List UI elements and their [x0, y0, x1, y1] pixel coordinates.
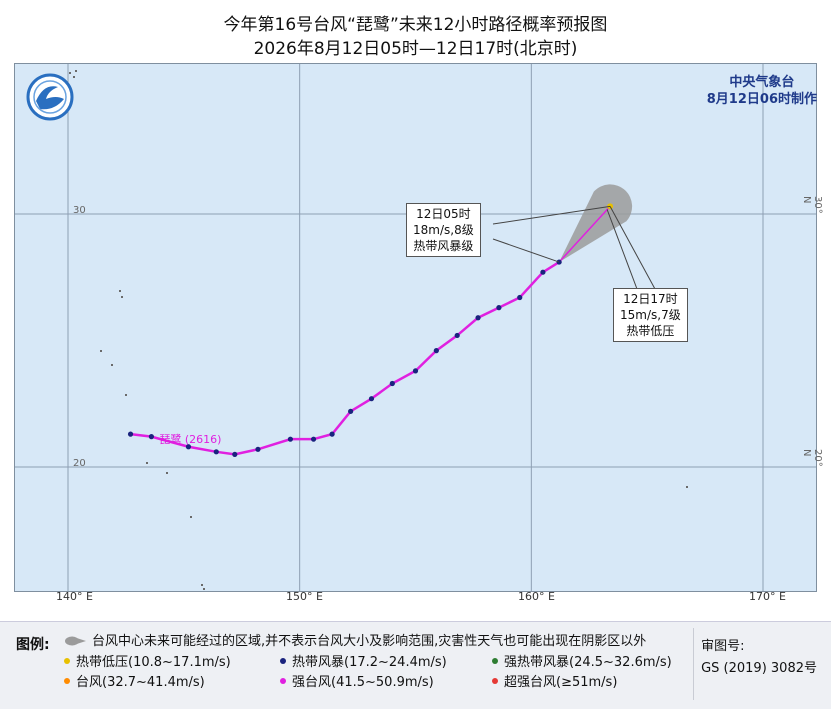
island-mark	[190, 516, 192, 518]
island-mark	[146, 462, 148, 464]
track-point	[433, 348, 439, 354]
review-label: 审图号:	[701, 639, 745, 654]
island-mark	[686, 486, 688, 488]
superty-dot-icon	[492, 678, 498, 684]
agency-name: 中央气象台	[729, 75, 795, 90]
lon-label-140: 140° E	[56, 590, 93, 603]
track-point	[255, 446, 261, 452]
lat-right-label-20: 20° N	[801, 449, 823, 467]
island-mark	[121, 296, 123, 298]
legend-cone-text: 台风中心未来可能经过的区域,并不表示台风大小及影响范围,灾害性天气也可能出现在阴…	[92, 634, 647, 649]
typhoon-name-label: 琵鹭 (2616)	[159, 432, 221, 446]
cma-logo-icon	[26, 73, 74, 125]
lon-label-160: 160° E	[518, 590, 555, 603]
track-point	[148, 434, 154, 440]
leader-forecast-b	[606, 209, 638, 290]
probability-cone-icon	[65, 636, 86, 646]
track-point	[348, 408, 354, 414]
lat-right-label-30: 30° N	[801, 196, 823, 214]
island-mark	[119, 290, 121, 292]
legend-item-td: 热带低压(10.8~17.1m/s)	[64, 651, 231, 670]
ty-dot-icon	[64, 678, 70, 684]
island-mark	[166, 472, 168, 474]
track-point	[475, 315, 481, 321]
issue-time: 8月12日06时制作	[706, 92, 817, 107]
callout-forecast: 12日17时 15m/s,7级 热带低压	[613, 288, 688, 342]
track-point	[389, 380, 395, 387]
map-canvas: 琵鹭 (2616)	[15, 64, 816, 591]
callout-forecast-level: 热带低压	[626, 324, 675, 338]
legend-label: 热带低压(10.8~17.1m/s)	[76, 655, 231, 670]
track-point	[454, 332, 460, 339]
track-point	[310, 436, 317, 442]
island-mark	[73, 76, 75, 78]
island-mark	[201, 584, 203, 586]
lat-label-20: 20	[73, 458, 86, 469]
island-mark	[111, 364, 113, 366]
callout-current: 12日05时 18m/s,8级 热带风暴级	[406, 203, 481, 257]
track-point	[517, 294, 523, 301]
legend-heading: 图例:	[16, 637, 50, 653]
leader-forecast-a	[609, 206, 656, 290]
legend-item-sts: 强热带风暴(24.5~32.6m/s)	[492, 651, 672, 670]
map-subtitle: 2026年8月12日05时—12日17时(北京时)	[253, 39, 578, 59]
td-dot-icon	[64, 658, 70, 664]
lat-label-30: 30	[73, 205, 86, 216]
island-mark	[75, 70, 77, 72]
legend-label: 台风(32.7~41.4m/s)	[76, 675, 205, 690]
lon-label-150: 150° E	[286, 590, 323, 603]
legend-item-sty: 强台风(41.5~50.9m/s)	[280, 671, 434, 690]
legend-label: 热带风暴(17.2~24.4m/s)	[292, 655, 447, 670]
legend-label: 强台风(41.5~50.9m/s)	[292, 675, 434, 690]
lon-label-170: 170° E	[749, 590, 786, 603]
typhoon-track	[130, 261, 560, 456]
leader-current-a	[492, 205, 611, 225]
track-point	[556, 259, 562, 265]
track-point	[185, 444, 192, 450]
track-point	[368, 396, 375, 402]
forecast-track	[558, 205, 611, 263]
track-point	[540, 269, 546, 275]
island-mark	[125, 394, 127, 396]
legend-label: 强热带风暴(24.5~32.6m/s)	[504, 655, 672, 670]
legend-cone: 台风中心未来可能经过的区域,并不表示台风大小及影响范围,灾害性天气也可能出现在阴…	[64, 630, 646, 649]
review-number-block: 审图号: GS (2019) 3082号	[701, 636, 817, 680]
ts-dot-icon	[280, 658, 286, 664]
island-mark	[69, 72, 71, 74]
island-mark	[100, 350, 102, 352]
sts-dot-icon	[492, 658, 498, 664]
callout-current-time: 12日05时	[416, 207, 471, 221]
island-mark	[203, 588, 205, 590]
review-number: GS (2019) 3082号	[701, 661, 817, 676]
legend-divider	[693, 628, 694, 700]
callout-current-level: 热带风暴级	[413, 239, 474, 253]
legend: 图例: 台风中心未来可能经过的区域,并不表示台风大小及影响范围,灾害性天气也可能…	[0, 621, 831, 709]
track-point	[329, 431, 335, 437]
track-point	[213, 449, 219, 455]
legend-item-superty: 超强台风(≥51m/s)	[492, 671, 617, 690]
map-title: 今年第16号台风“琵鹭”未来12小时路径概率预报图	[223, 15, 608, 35]
legend-item-ty: 台风(32.7~41.4m/s)	[64, 671, 205, 690]
callout-current-wind: 18m/s,8级	[413, 223, 474, 237]
track-point	[127, 431, 134, 437]
agency-block: 中央气象台 8月12日06时制作	[707, 74, 817, 108]
track-point	[232, 451, 238, 457]
sty-dot-icon	[280, 678, 286, 684]
track-point	[287, 436, 293, 442]
callout-forecast-time: 12日17时	[623, 292, 678, 306]
leader-current-b	[492, 238, 560, 263]
track-point	[412, 368, 419, 374]
legend-item-ts: 热带风暴(17.2~24.4m/s)	[280, 651, 447, 670]
legend-label: 超强台风(≥51m/s)	[504, 675, 618, 690]
track-point	[496, 305, 502, 311]
callout-forecast-wind: 15m/s,7级	[620, 308, 681, 322]
map-area[interactable]: 琵鹭 (2616)	[14, 63, 817, 592]
